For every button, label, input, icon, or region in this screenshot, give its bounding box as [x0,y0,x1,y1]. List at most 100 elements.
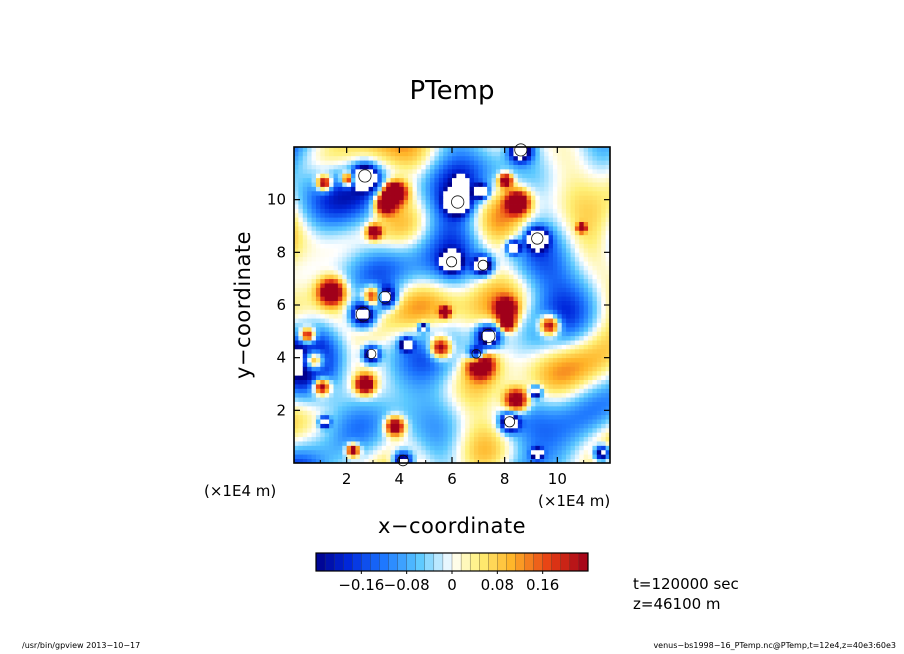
heatmap-cell [566,410,571,416]
heatmap-cell [329,261,334,266]
heatmap-cell [583,401,589,407]
heatmap-cell [500,230,506,236]
heatmap-cell [544,375,549,381]
heatmap-cell [583,177,589,183]
heatmap-cell [434,291,440,297]
heatmap-cell [394,155,400,161]
heatmap-cell [434,204,440,209]
heatmap-cell [531,379,536,385]
heatmap-cell [443,160,449,165]
heatmap-cell [416,278,422,284]
heatmap-cell [487,353,492,359]
heatmap-cell [333,155,339,161]
heatmap-cell [544,274,549,280]
heatmap-cell [381,423,387,429]
heatmap-cell [574,208,580,214]
heatmap-cell [394,305,400,310]
heatmap-cell [447,384,453,389]
heatmap-cell [574,423,580,429]
heatmap-cell [333,384,339,389]
heatmap-cell [588,322,593,328]
heatmap-cell [381,392,387,398]
heatmap-cell [531,410,536,416]
heatmap-cell [333,305,339,310]
heatmap-cell [526,305,532,310]
heatmap-cell [386,436,391,442]
heatmap-cell [465,147,470,152]
heatmap-cell [438,168,444,174]
heatmap-cell [416,335,422,341]
heatmap-cell [574,212,580,218]
heatmap-cell [456,208,462,214]
heatmap-cell [368,155,374,161]
heatmap-cell [302,190,308,196]
heatmap-cell [425,296,431,302]
heatmap-cell [430,283,435,288]
heatmap-cell [337,318,343,323]
heatmap-cell [566,379,571,385]
heatmap-cell [561,353,567,359]
heatmap-cell [500,370,506,376]
heatmap-cell [438,370,444,376]
heatmap-cell [311,247,317,253]
heatmap-cell [544,239,549,244]
heatmap-cell [438,322,444,328]
heatmap-cell [324,226,330,231]
heatmap-cell [588,313,593,319]
heatmap-cell [399,348,405,354]
heatmap-cell [311,322,317,328]
heatmap-cell [456,265,462,271]
heatmap-cell [548,436,554,442]
heatmap-cell [456,186,462,192]
heatmap-cell [394,151,400,157]
heatmap-cell [368,283,374,288]
heatmap-cell [386,423,391,429]
heatmap-cell [412,313,418,319]
heatmap-cell [517,441,523,446]
heatmap-cell [513,326,519,332]
heatmap-cell [465,243,470,249]
heatmap-cell [482,151,488,157]
heatmap-cell [364,247,370,253]
heatmap-cell [552,340,558,345]
heatmap-cell [535,221,541,227]
heatmap-cell [513,261,519,266]
heatmap-cell [561,256,567,262]
heatmap-cell [469,322,475,328]
heatmap-cell [531,305,536,310]
heatmap-cell [320,173,326,179]
heatmap-cell [465,410,470,416]
heatmap-cell [552,318,558,323]
heatmap-cell [386,348,391,354]
heatmap-cell [408,397,413,402]
heatmap-cell [561,423,567,429]
heatmap-cell [478,454,484,460]
heatmap-cell [482,160,488,165]
heatmap-cell [430,322,435,328]
heatmap-cell [570,410,576,416]
heatmap-cell [421,230,427,236]
heatmap-cell [351,392,356,398]
heatmap-cell [548,458,554,464]
heatmap-cell [509,436,514,442]
heatmap-cell [394,195,400,201]
heatmap-cell [324,186,330,192]
heatmap-cell [522,344,528,350]
heatmap-cell [359,410,365,416]
heatmap-cell [315,335,321,341]
heatmap-cell [588,217,593,223]
heatmap-cell [302,155,308,161]
heatmap-cell [504,190,510,196]
heatmap-cell [359,168,365,174]
heatmap-cell [438,313,444,319]
heatmap-cell [412,261,418,266]
heatmap-cell [491,340,497,345]
heatmap-cell [302,186,308,192]
heatmap-cell [298,401,304,407]
heatmap-cell [315,458,321,464]
heatmap-cell [298,256,304,262]
heatmap-cell [544,366,549,372]
heatmap-cell [460,261,466,266]
heatmap-cell [416,226,422,231]
heatmap-cell [517,405,523,411]
